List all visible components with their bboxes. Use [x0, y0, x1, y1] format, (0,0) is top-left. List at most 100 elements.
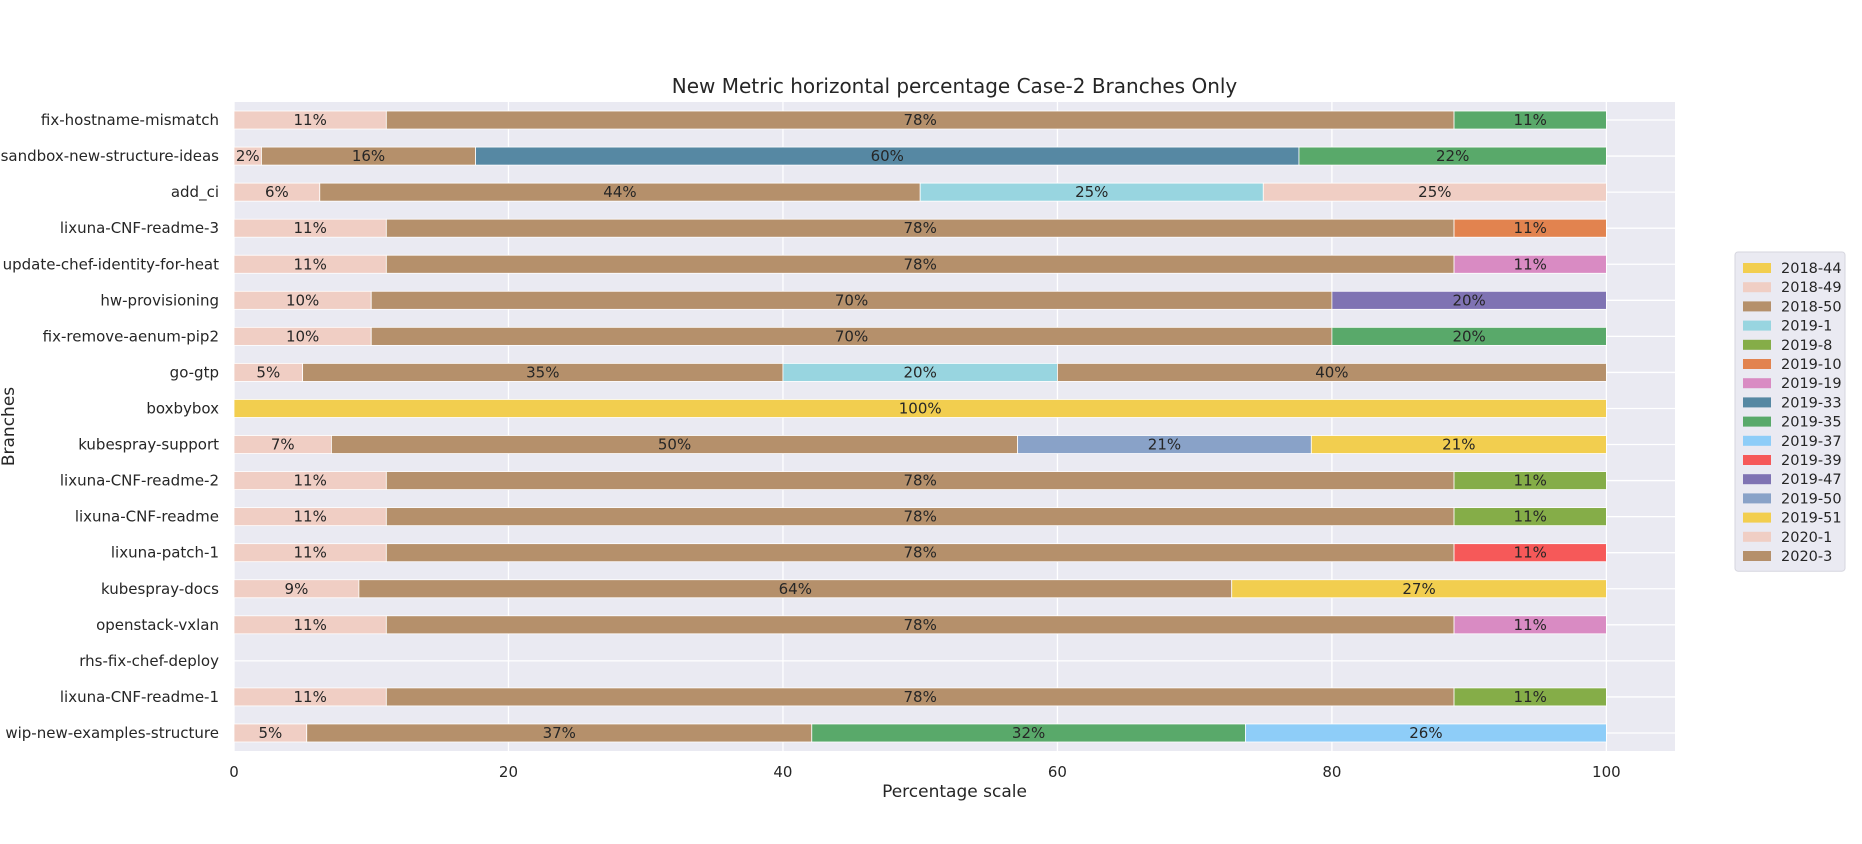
category-label: sandbox-new-structure-ideas [1, 147, 220, 165]
legend-swatch [1743, 531, 1771, 542]
bar-value-label: 78% [904, 508, 937, 526]
y-axis-title: Branches [0, 387, 19, 466]
legend-swatch [1743, 301, 1771, 312]
bar-value-label: 9% [285, 580, 309, 598]
bar-value-label: 6% [265, 183, 289, 201]
legend-label: 2020-1 [1781, 530, 1832, 546]
bar-value-label: 27% [1402, 580, 1435, 598]
bar-segment [1245, 723, 1607, 743]
legend-label: 2020-3 [1781, 549, 1832, 565]
legend-label: 2018-44 [1781, 261, 1842, 277]
category-label: lixuna-CNF-readme-2 [60, 472, 219, 490]
bar-value-label: 21% [1148, 436, 1181, 454]
x-tick-label: 100 [1592, 763, 1621, 781]
x-tick-label: 80 [1322, 763, 1341, 781]
bar-value-label: 78% [904, 111, 937, 129]
x-tick-label: 40 [773, 763, 792, 781]
legend-label: 2019-35 [1781, 415, 1842, 431]
x-tick-label: 60 [1048, 763, 1067, 781]
legend-swatch [1743, 493, 1771, 504]
bar-labels: 11% 78% 11% 2% 16% 60% 22% 6% 44% 25% 25% 11% 78% 11%… [236, 111, 1547, 742]
bar-value-label: 26% [1409, 724, 1442, 742]
category-label: wip-new-examples-structure [5, 724, 219, 742]
legend-swatch [1743, 339, 1771, 350]
bar-value-label: 10% [286, 291, 319, 309]
legend-swatch [1743, 455, 1771, 465]
bar-value-label: 78% [904, 616, 937, 634]
category-label: update-chef-identity-for-heat [3, 255, 220, 273]
bar-value-label: 25% [1075, 183, 1108, 201]
legend-swatch [1743, 263, 1771, 273]
bar-value-label: 11% [293, 111, 326, 129]
bar-value-label: 20% [1452, 291, 1485, 309]
bar-segment [1453, 110, 1607, 130]
bar-value-label: 11% [293, 219, 326, 237]
bar-value-label: 11% [1514, 544, 1547, 562]
bar-value-label: 22% [1436, 147, 1469, 165]
bar-value-label: 11% [293, 544, 326, 562]
legend-swatch [1743, 474, 1771, 485]
legend-label: 2018-50 [1781, 299, 1842, 315]
category-label: kubespray-docs [101, 580, 219, 598]
bar-segment [1310, 435, 1607, 454]
bar-value-label: 11% [293, 472, 326, 490]
bar-value-label: 11% [293, 508, 326, 526]
legend-swatch [1743, 435, 1771, 446]
bar-value-label: 78% [904, 219, 937, 237]
category-label: hw-provisioning [100, 291, 219, 309]
category-label: lixuna-CNF-readme-1 [60, 688, 219, 706]
legend-label: 2019-37 [1781, 434, 1842, 450]
bar-value-label: 70% [835, 291, 868, 309]
x-tick-labels: 0 20 40 60 80 100 [229, 763, 1620, 781]
bar-value-label: 11% [1514, 219, 1547, 237]
bar-value-label: 16% [352, 147, 385, 165]
bar-value-label: 7% [271, 436, 295, 454]
legend-label: 2019-39 [1781, 453, 1842, 469]
category-label: boxbybox [146, 399, 219, 417]
bar-segment [1453, 543, 1607, 563]
bar-value-label: 11% [1514, 472, 1547, 490]
bar-value-label: 40% [1315, 363, 1348, 381]
bar-value-label: 78% [904, 255, 937, 273]
chart-title: New Metric horizontal percentage Case-2 … [672, 74, 1238, 98]
legend-label: 2019-10 [1781, 357, 1842, 373]
x-tick-label: 20 [499, 763, 518, 781]
bar-value-label: 5% [258, 724, 282, 742]
bar-value-label: 78% [904, 544, 937, 562]
legend-label: 2019-51 [1781, 511, 1842, 527]
bar-value-label: 20% [1452, 327, 1485, 345]
category-label: lixuna-patch-1 [111, 544, 219, 562]
bar-segment [1453, 254, 1607, 274]
category-label: lixuna-CNF-readme-3 [60, 219, 219, 237]
legend-label: 2019-8 [1781, 338, 1832, 354]
category-label: openstack-vxlan [96, 616, 219, 634]
legend-swatch [1743, 320, 1771, 331]
bars [233, 110, 1607, 743]
y-tick-labels: fix-hostname-mismatch sandbox-new-structu… [1, 111, 220, 742]
plot-area [234, 102, 1675, 751]
legend-swatch [1743, 416, 1771, 427]
bar-value-label: 10% [286, 327, 319, 345]
legend-label: 2019-1 [1781, 319, 1832, 335]
bar-value-label: 11% [1514, 111, 1547, 129]
category-label: add_ci [171, 183, 219, 202]
bar-segment [1453, 615, 1607, 635]
bar-value-label: 44% [603, 183, 636, 201]
bar-value-label: 11% [293, 688, 326, 706]
category-label: kubespray-support [78, 436, 219, 454]
bar-value-label: 78% [904, 472, 937, 490]
bar-segment [1453, 687, 1607, 707]
bar-segment [1231, 579, 1607, 599]
legend-label: 2019-47 [1781, 472, 1842, 488]
bar-value-label: 100% [899, 399, 942, 417]
x-tick-label: 0 [229, 763, 239, 781]
category-label: fix-hostname-mismatch [41, 111, 219, 129]
legend-swatch [1743, 378, 1771, 389]
legend-label: 2019-50 [1781, 491, 1842, 507]
bar-value-label: 25% [1418, 183, 1451, 201]
category-label: go-gtp [170, 363, 219, 381]
bar-value-label: 11% [1514, 688, 1547, 706]
bar-segment [233, 399, 1607, 418]
bar-value-label: 60% [871, 147, 904, 165]
